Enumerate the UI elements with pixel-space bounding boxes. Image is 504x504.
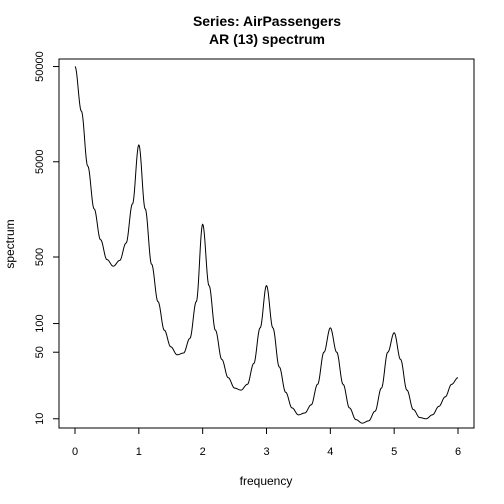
y-axis: 10 50 100 500 5000 50000 (34, 51, 59, 425)
x-axis-label: frequency (240, 474, 293, 488)
x-tick-label: 5 (391, 446, 397, 458)
y-tick-label: 50000 (34, 51, 46, 82)
x-tick-label: 3 (263, 446, 269, 458)
x-tick-label: 0 (72, 446, 78, 458)
y-tick-label: 50 (34, 346, 46, 358)
chart-title: Series: AirPassengers (193, 13, 341, 29)
y-axis-label: spectrum (3, 219, 17, 268)
y-tick-label: 500 (34, 248, 46, 266)
chart-subtitle: AR (13) spectrum (209, 31, 325, 47)
y-tick-label: 10 (34, 413, 46, 425)
plot-frame (58, 58, 475, 429)
x-tick-label: 6 (455, 446, 461, 458)
x-tick-label: 1 (136, 446, 142, 458)
spectrum-line (74, 66, 459, 424)
x-axis: 0 1 2 3 4 5 6 (72, 428, 461, 458)
y-tick-label: 5000 (34, 150, 46, 174)
y-tick-label: 100 (34, 314, 46, 332)
x-tick-label: 2 (200, 446, 206, 458)
x-tick-label: 4 (327, 446, 333, 458)
